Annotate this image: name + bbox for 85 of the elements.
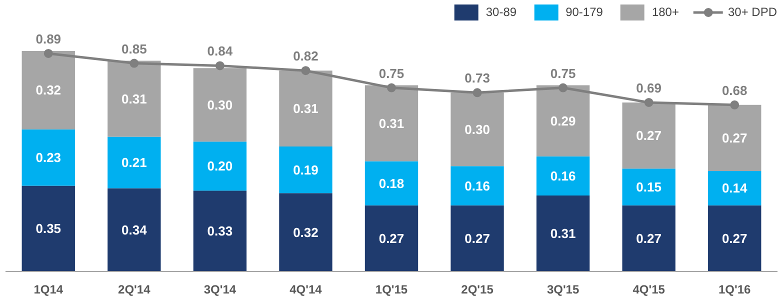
bar — [536, 196, 590, 272]
bar — [536, 85, 590, 156]
data-label: 0.33 — [207, 224, 233, 239]
data-label: 0.84 — [207, 44, 234, 59]
data-label: 0.31 — [122, 91, 147, 106]
data-label: 0.32 — [36, 82, 62, 98]
data-label: 0.23 — [36, 150, 62, 166]
bar — [708, 171, 762, 206]
x-tick-label: 4Q'14 — [290, 282, 322, 296]
data-label: 0.35 — [36, 221, 62, 236]
bar — [22, 51, 75, 130]
bar — [279, 70, 332, 147]
data-label: 0.18 — [378, 176, 404, 191]
data-label: 0.32 — [293, 224, 318, 240]
data-label: 0.82 — [293, 48, 318, 64]
bar — [708, 104, 762, 172]
point — [301, 66, 310, 76]
data-label: 0.27 — [378, 230, 404, 246]
data-label: 0.21 — [122, 154, 147, 170]
bar — [108, 136, 161, 188]
data-label: 0.27 — [464, 230, 490, 246]
data-label: 0.20 — [207, 158, 233, 174]
point — [130, 58, 139, 68]
data-label: 0.30 — [464, 122, 490, 137]
data-label: 0.69 — [636, 80, 662, 96]
data-label: 0.75 — [378, 66, 404, 81]
legend-label: 180+ — [652, 5, 679, 19]
bar — [108, 60, 161, 137]
bar — [536, 156, 590, 196]
data-label: 0.27 — [722, 230, 748, 246]
data-label: 0.16 — [464, 178, 490, 194]
bar — [450, 166, 504, 206]
point — [215, 61, 224, 70]
x-tick-label: 1Q14 — [34, 282, 64, 296]
x-tick-label: 4Q'15 — [632, 282, 666, 296]
bar — [108, 188, 161, 272]
bar — [622, 205, 676, 272]
data-label: 0.19 — [293, 162, 318, 178]
legend-label: 30+ DPD — [728, 5, 777, 19]
bar — [364, 85, 418, 162]
point — [44, 48, 53, 58]
data-label: 0.27 — [636, 128, 662, 144]
bar — [193, 190, 247, 272]
bar — [450, 92, 504, 166]
data-label: 0.31 — [378, 116, 404, 131]
x-tick-label: 2Q'14 — [118, 282, 151, 296]
x-tick-label: 3Q'15 — [546, 282, 580, 296]
bar — [193, 142, 247, 191]
data-label: 0.68 — [722, 82, 748, 98]
data-label: 0.27 — [722, 130, 748, 146]
data-label: 0.15 — [636, 179, 662, 194]
bar — [279, 146, 332, 194]
point — [472, 88, 482, 98]
data-label: 0.85 — [122, 41, 147, 56]
data-label: 0.73 — [464, 70, 490, 86]
x-tick-label: 1Q'15 — [375, 282, 408, 296]
x-tick-label: 3Q'14 — [204, 282, 236, 296]
bar — [364, 205, 418, 272]
bar — [193, 68, 247, 142]
point — [387, 83, 396, 92]
x-tick-label: 2Q'15 — [461, 282, 494, 296]
data-label: 0.89 — [36, 31, 62, 46]
data-label: 0.31 — [550, 226, 576, 242]
x-tick-label: 1Q'16 — [718, 282, 752, 296]
bar — [708, 205, 762, 272]
data-label: 0.29 — [550, 113, 576, 128]
point — [730, 100, 740, 110]
data-label: 0.34 — [122, 222, 148, 238]
bar — [22, 129, 75, 186]
data-label: 0.75 — [550, 66, 576, 81]
data-label: 0.14 — [722, 180, 748, 196]
point — [558, 83, 568, 92]
data-label: 0.30 — [207, 97, 233, 112]
bar — [450, 205, 504, 272]
point — [644, 98, 654, 107]
bar — [279, 193, 332, 272]
data-label: 0.16 — [550, 168, 576, 184]
legend-label: 90-179 — [566, 5, 603, 19]
bar — [622, 168, 676, 206]
legend-label: 30-89 — [486, 5, 517, 19]
data-label: 0.27 — [636, 230, 662, 246]
bar — [364, 161, 418, 206]
bar — [22, 186, 75, 272]
bar — [622, 102, 676, 169]
data-label: 0.31 — [293, 101, 318, 116]
